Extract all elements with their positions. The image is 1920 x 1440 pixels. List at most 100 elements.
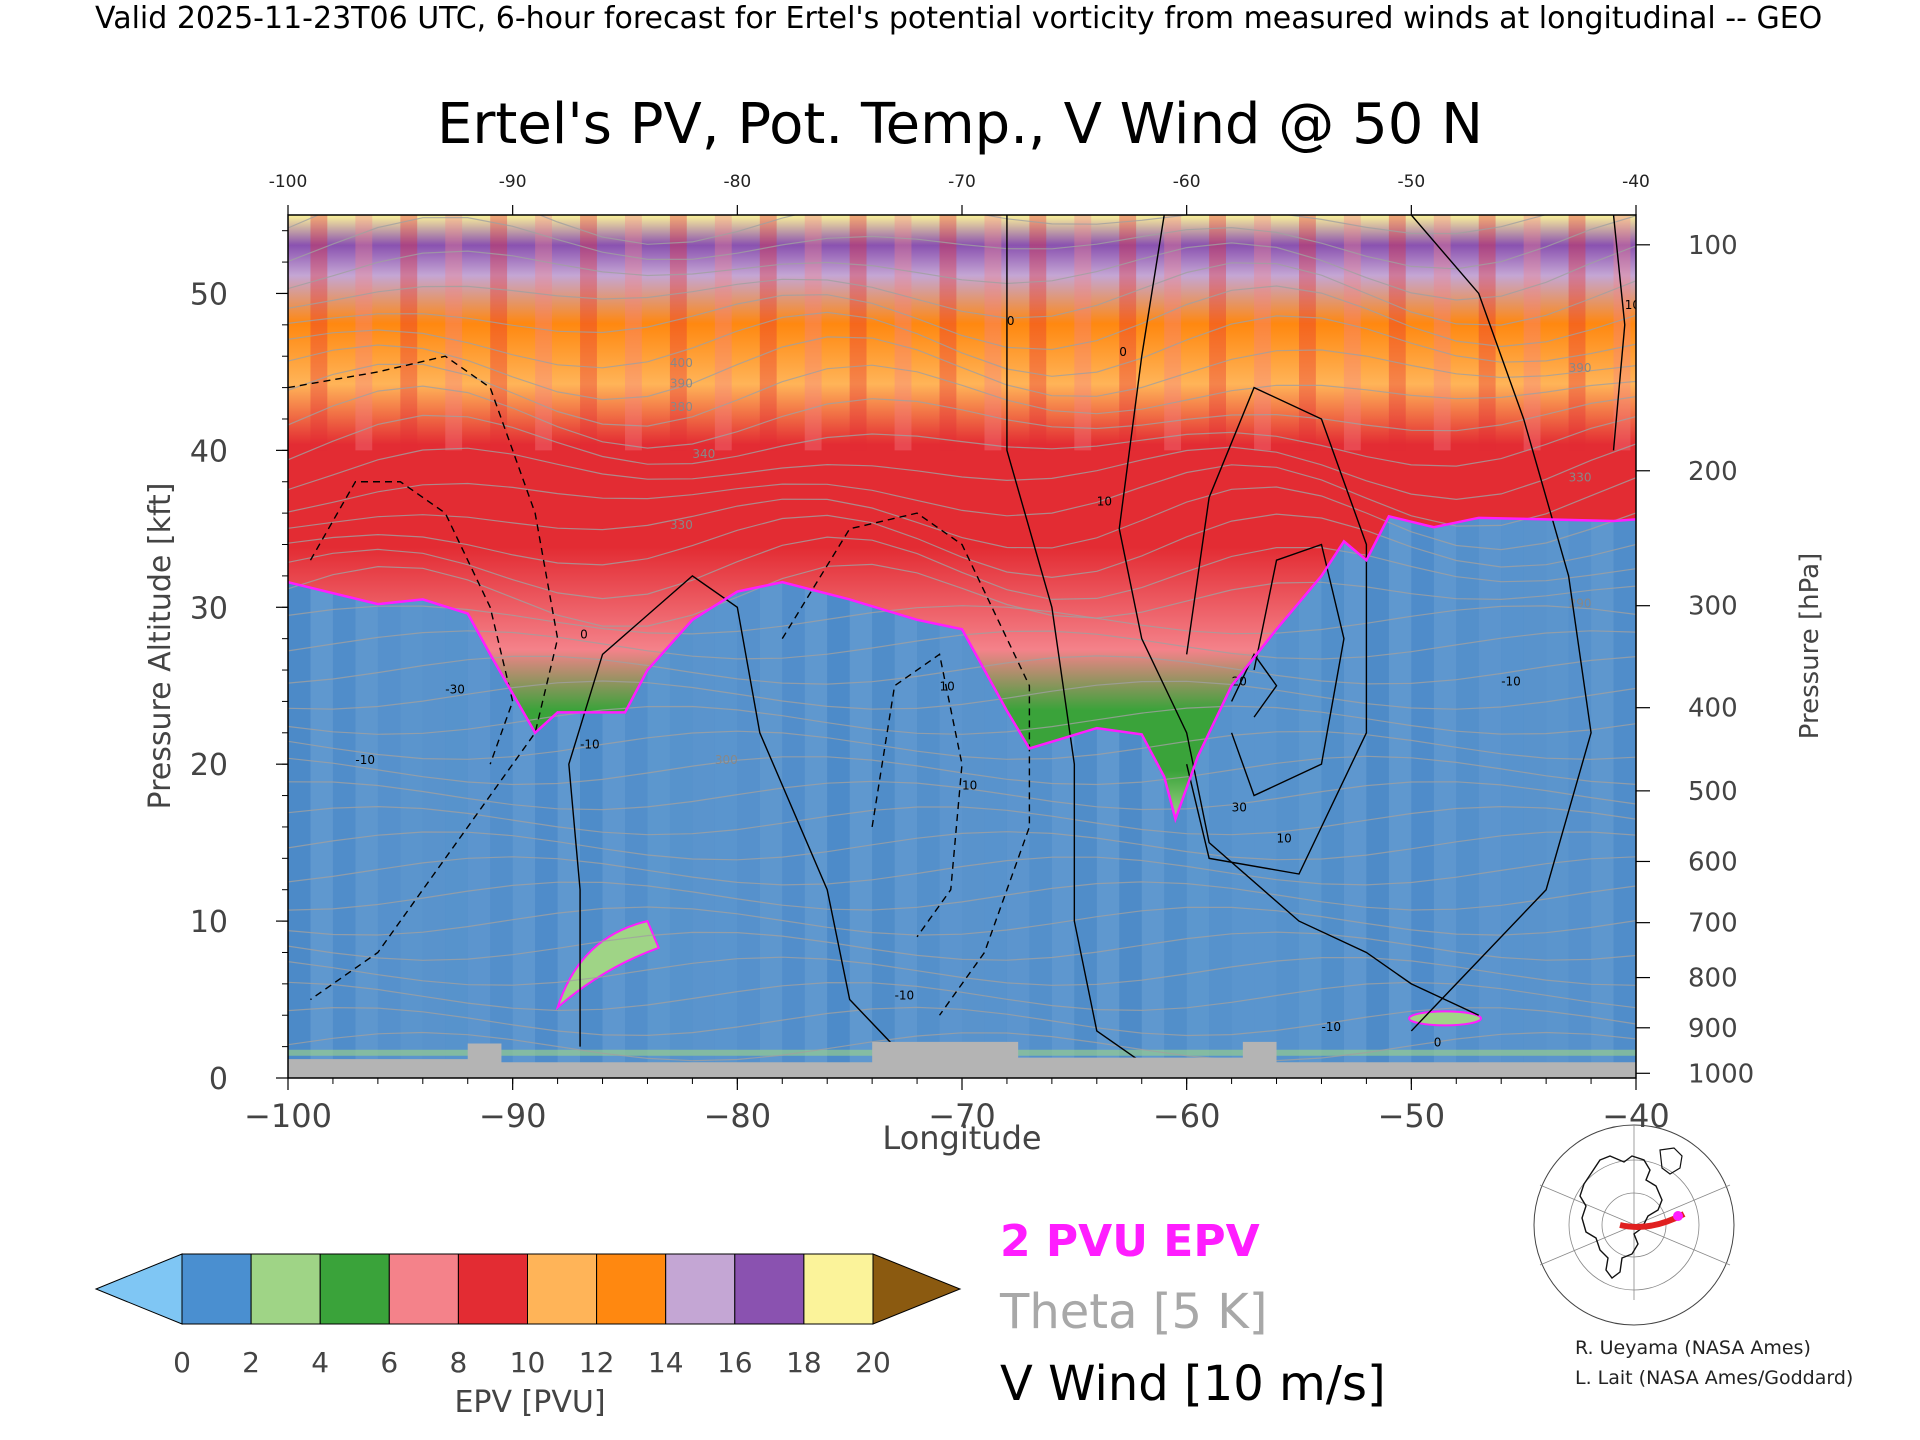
theta-contour [288,981,1636,1012]
x-axis-bottom: −100 −90 −80 −70 −60 −50 −40 [244,1078,1670,1135]
wind-label: 0 [580,628,588,642]
x-top-tick-label: -60 [1173,172,1201,192]
pressure-tick-label: 900 [1688,1014,1738,1044]
colorbar-segment [665,1253,736,1325]
y-axis-label: Pressure Altitude [kft] [143,483,178,810]
stratosphere-streak [804,215,822,451]
stratosphere-streak [1164,215,1182,451]
theta-contour [288,414,1636,467]
colorbar-tick-label: 20 [855,1346,891,1379]
stratosphere-area [288,215,1636,820]
theta-label: 330 [670,518,693,532]
stratosphere-streak [939,215,957,451]
pressure-tick-label: 100 [1688,231,1738,261]
theta-contour [288,655,1636,685]
wind-label: -10 [895,989,915,1003]
terrain [288,1041,1636,1078]
colorbar-under-arrow [94,1253,183,1325]
x-tick-label: −100 [244,1097,332,1135]
x-top-tick-label: -50 [1397,172,1425,192]
y-tick-label: 50 [190,277,228,312]
wind-contour-pos [1410,215,1592,1032]
theta-label: 300 [715,753,738,767]
theta-contour [288,242,1636,301]
colorbar-tick-label: 2 [242,1346,260,1379]
theta-contour [288,805,1636,836]
theta-contour [288,536,1636,601]
stratosphere-streak [310,215,328,451]
stratosphere-streak [1613,215,1631,451]
stratosphere-streak [1029,215,1047,451]
theta-contour [288,513,1636,579]
theta-contour [288,881,1636,911]
theta-contour [288,705,1636,735]
x-top-tick-label: -90 [499,172,527,192]
locator-map [1533,1124,1735,1326]
y-tick-label: 10 [190,905,228,940]
greenland-outline [1659,1147,1683,1175]
wind-contour-neg [288,355,559,1001]
stratosphere-streak [669,215,687,451]
wind-label: 10 [1625,298,1640,312]
theta-contour [288,1006,1636,1037]
theta-contour [288,906,1636,936]
colorbar-segment [388,1253,459,1325]
colorbar: 0 2 4 6 8 10 12 14 16 18 20 [94,1253,962,1379]
pressure-tick-label: 800 [1688,964,1738,994]
y-axis-left: 0 10 20 30 40 50 [190,230,288,1097]
wind-label: 10 [940,679,955,693]
x-tick-label: −90 [479,1097,547,1135]
theta-contour [288,285,1636,351]
stratosphere-streak [759,215,777,451]
colorbar-segment [803,1253,874,1325]
colorbar-segment [527,1253,598,1325]
wind-contour-zero [1006,215,1143,1063]
stratosphere-streak [1478,215,1496,451]
pressure-tick-label: 200 [1688,457,1738,487]
stratosphere-streak [984,215,1002,451]
colorbar-tick-label: 0 [173,1346,191,1379]
stratosphere-streak [714,215,732,451]
theta-contour [288,215,1636,270]
theta-contour [288,755,1636,786]
colorbar-segment [734,1253,805,1325]
stratosphere-streak [1209,215,1226,451]
y-axis-right-pressure: 100 200 300 400 500 600 700 800 900 1000 [1636,231,1754,1089]
theta-contour [288,780,1636,811]
legend-v-wind: V Wind [10 m/s] [1000,1356,1386,1412]
theta-label: 390 [1569,361,1592,375]
section-marker [1673,1211,1683,1221]
pv2-line [288,514,1636,824]
colorbar-tick-label: 4 [311,1346,329,1379]
v-wind-contours: 0 -10 -30 10 0 10 -10 10 0 -10 -10 10 30 20 10 -10 0 [288,215,1640,1063]
wind-contour-pos [1118,215,1480,1016]
colorbar-segment [250,1253,321,1325]
x-axis-top: -100 -90 -80 -70 -60 -50 -40 [269,172,1650,215]
chart-title: Ertel's PV, Pot. Temp., V Wind @ 50 N [437,92,1483,157]
theta-contour [288,215,1547,245]
colorbar-tick-label: 12 [579,1346,615,1379]
theta-contour [288,311,1636,377]
theta-contour [288,856,1636,886]
stratosphere-streak [894,215,912,451]
stratosphere-streak [1388,215,1406,451]
y-tick-label: 0 [209,1062,228,1097]
wind-label: 10 [1097,494,1112,508]
theta-contour [288,385,1636,449]
theta-contour [288,336,1636,401]
pressure-tick-label: 300 [1688,592,1738,622]
colorbar-label: EPV [PVU] [454,1385,605,1420]
theta-label: 340 [692,447,715,461]
credit-lait: L. Lait (NASA Ames/Goddard) [1575,1367,1853,1389]
credit-ueyama: R. Ueyama (NASA Ames) [1575,1337,1811,1359]
theta-contour [288,363,1636,427]
pressure-tick-label: 600 [1688,847,1738,877]
wind-label: -10 [355,753,375,767]
stratosphere-streak [1299,215,1316,451]
wind-label: 10 [1277,832,1292,846]
y-tick-label: 20 [190,748,228,783]
pressure-tick-label: 1000 [1688,1059,1754,1089]
wind-label: 0 [1434,1036,1442,1050]
wind-label: 0 [1007,314,1015,328]
